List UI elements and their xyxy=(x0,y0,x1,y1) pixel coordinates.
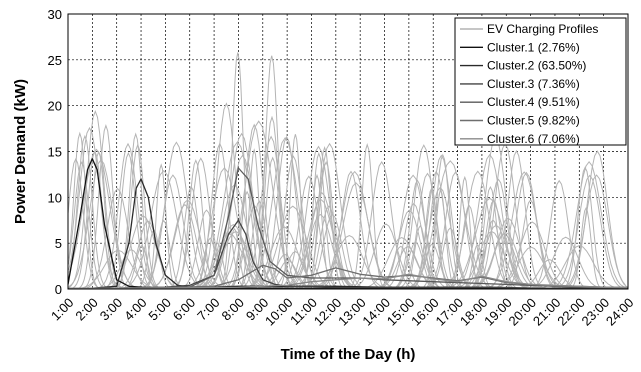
legend-label: Cluster.5 (9.82%) xyxy=(487,114,580,128)
y-axis-title: Power Demand (kW) xyxy=(12,79,29,224)
cluster-line xyxy=(68,273,628,289)
legend: EV Charging Profiles Cluster.1 (2.76%) Clu… xyxy=(454,17,627,146)
y-tick-label: 30 xyxy=(48,7,62,22)
cluster-lines-layer xyxy=(67,158,629,289)
cluster-line xyxy=(68,219,628,289)
y-tick-label: 5 xyxy=(55,236,62,251)
x-axis-title: Time of the Day (h) xyxy=(281,346,416,363)
legend-label: EV Charging Profiles xyxy=(487,22,598,36)
cluster-line xyxy=(68,167,629,289)
x-tick-label: 2:00 xyxy=(72,295,101,324)
x-tick-label: 4:00 xyxy=(121,295,150,324)
cluster-line xyxy=(68,264,629,289)
y-tick-label: 10 xyxy=(48,190,62,205)
x-tick-label: 10:00 xyxy=(262,295,296,329)
x-tick-label: 24:00 xyxy=(603,295,637,329)
x-tick-label: 3:00 xyxy=(97,295,126,324)
legend-box xyxy=(454,17,627,146)
legend-label: Cluster.6 (7.06%) xyxy=(487,132,580,146)
legend-label: Cluster.4 (9.51%) xyxy=(487,95,580,109)
legend-label: Cluster.2 (63.50%) xyxy=(487,59,586,73)
x-tick-label: 7:00 xyxy=(194,295,223,324)
x-tick-label: 5:00 xyxy=(145,295,174,324)
y-tick-label: 25 xyxy=(48,53,62,68)
legend-label: Cluster.3 (7.36%) xyxy=(487,77,580,91)
grid-lines xyxy=(67,13,629,290)
y-tick-label: 20 xyxy=(48,99,62,114)
x-tick-label: 1:00 xyxy=(48,295,77,324)
plot-frame xyxy=(67,13,629,290)
x-tick-label: 8:00 xyxy=(218,295,247,324)
x-tick-label: 6:00 xyxy=(170,295,199,324)
y-tick-label: 15 xyxy=(48,145,62,160)
x-tick-labels: 1:002:003:004:005:006:007:008:009:0010:0… xyxy=(48,295,637,329)
legend-label: Cluster.1 (2.76%) xyxy=(487,40,580,54)
y-tick-label: 0 xyxy=(55,282,62,297)
y-tick-labels: 0 5 10 15 20 25 30 xyxy=(48,7,62,297)
